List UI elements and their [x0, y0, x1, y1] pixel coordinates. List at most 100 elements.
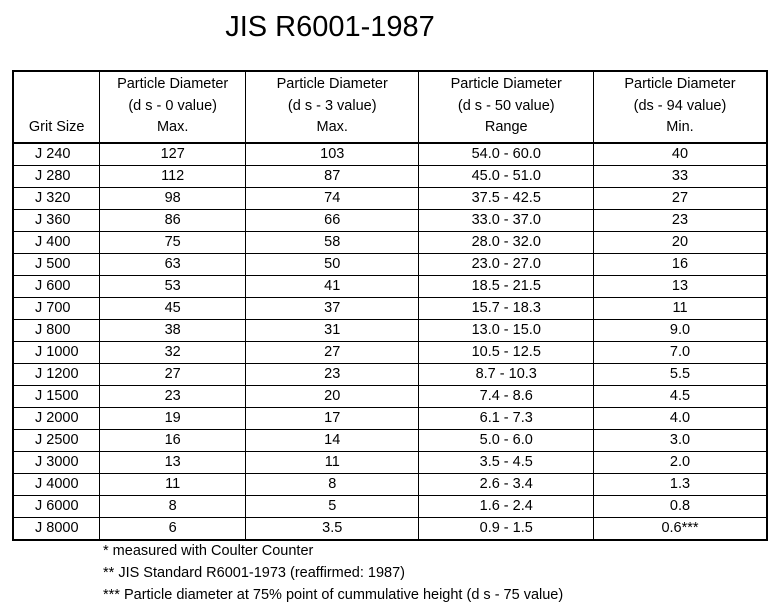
table-cell: 27 [99, 362, 246, 386]
header-line: Min. [666, 119, 694, 135]
table-cell: 28.0 - 32.0 [418, 230, 594, 254]
header-line: Max. [156, 119, 189, 135]
table-cell: 2.0 [592, 450, 768, 474]
table-row: J 3000 13 11 3.5 - 4.5 2.0 [12, 450, 768, 474]
table-cell: 0.9 - 1.5 [418, 516, 594, 540]
table-row: J 360 86 66 33.0 - 37.0 23 [12, 208, 768, 232]
grit-size-cell: J 600 [12, 274, 101, 298]
grit-size-cell: J 500 [12, 252, 101, 276]
table-cell: 15.7 - 18.3 [418, 296, 594, 320]
header-line: (d s - 50 value) [457, 97, 555, 114]
header-line: Particle Diameter [117, 76, 229, 92]
grit-size-cell: J 2000 [12, 406, 101, 430]
table-row: J 500 63 50 23.0 - 27.0 16 [12, 252, 768, 276]
footnote: ** JIS Standard R6001-1973 (reaffirmed: … [103, 565, 405, 581]
table-cell: 5.0 - 6.0 [418, 428, 594, 452]
table-cell: 4.0 [592, 406, 768, 430]
table-cell: 13 [99, 450, 246, 474]
header-line [14, 96, 99, 118]
footnote: * measured with Coulter Counter [103, 543, 314, 559]
table-cell: 53 [99, 274, 246, 298]
header-line: Range [484, 119, 528, 135]
table-cell: 2.6 - 3.4 [418, 472, 594, 496]
table-cell: 86 [99, 208, 246, 232]
table-cell: 41 [244, 274, 420, 298]
grit-size-cell: J 6000 [12, 494, 101, 518]
column-header-particle-diameter: Particle Diameter (ds - 94 value) Min. [592, 70, 768, 143]
table-cell: 11 [99, 472, 246, 496]
table-row: J 1200 27 23 8.7 - 10.3 5.5 [12, 362, 768, 386]
grit-size-cell: J 800 [12, 318, 101, 342]
grit-size-cell: J 400 [12, 230, 101, 254]
grit-size-cell: J 1500 [12, 384, 101, 408]
table-cell: 10.5 - 12.5 [418, 340, 594, 364]
table-row: J 240 127 103 54.0 - 60.0 40 [12, 142, 768, 166]
grit-size-cell: J 1000 [12, 340, 101, 364]
grit-size-cell: J 1200 [12, 362, 101, 386]
table-cell: 74 [244, 186, 420, 210]
footnote: *** Particle diameter at 75% point of cu… [103, 587, 564, 603]
table-cell: 20 [592, 230, 768, 254]
table-cell: 23 [592, 208, 768, 232]
grit-size-table: Grit Size Particle Diameter (d s - 0 value… [12, 70, 768, 541]
table-cell: 45 [99, 296, 246, 320]
table-cell: 32 [99, 340, 246, 364]
table-cell: 38 [99, 318, 246, 342]
table-cell: 6.1 - 7.3 [418, 406, 594, 430]
table-cell: 19 [99, 406, 246, 430]
table-cell: 75 [99, 230, 246, 254]
grit-size-cell: J 8000 [12, 516, 101, 540]
table-row: J 2000 19 17 6.1 - 7.3 4.0 [12, 406, 768, 430]
header-line: (d s - 3 value) [287, 97, 377, 114]
table-cell: 16 [99, 428, 246, 452]
grit-size-cell: J 2500 [12, 428, 101, 452]
table-row: J 1500 23 20 7.4 - 8.6 4.5 [12, 384, 768, 408]
header-line: Particle Diameter [450, 76, 562, 92]
table-cell: 54.0 - 60.0 [418, 142, 594, 166]
header-line: Grit Size [28, 119, 85, 135]
page-title: JIS R6001-1987 [225, 11, 435, 43]
grit-size-cell: J 320 [12, 186, 101, 210]
table-cell: 31 [244, 318, 420, 342]
table-cell: 11 [244, 450, 420, 474]
table-cell: 27 [244, 340, 420, 364]
grit-size-cell: J 360 [12, 208, 101, 232]
table-cell: 37.5 - 42.5 [418, 186, 594, 210]
table-cell: 3.0 [592, 428, 768, 452]
table-cell: 23 [99, 384, 246, 408]
header-line: (d s - 0 value) [128, 97, 217, 114]
header-line: Particle Diameter [276, 76, 388, 92]
table-row: J 400 75 58 28.0 - 32.0 20 [12, 230, 768, 254]
table-row: J 320 98 74 37.5 - 42.5 27 [12, 186, 768, 210]
table-row: J 280 112 87 45.0 - 51.0 33 [12, 164, 768, 188]
table-cell: 17 [244, 406, 420, 430]
table-cell: 7.4 - 8.6 [418, 384, 594, 408]
table-cell: 8 [244, 472, 420, 496]
table-cell: 40 [592, 142, 768, 166]
table-cell: 0.8 [592, 494, 768, 518]
table-cell: 1.3 [592, 472, 768, 496]
table-cell: 13.0 - 15.0 [418, 318, 594, 342]
table-cell: 13 [592, 274, 768, 298]
table-cell: 8.7 - 10.3 [418, 362, 594, 386]
header-line [14, 74, 99, 96]
footnotes: * measured with Coulter Counter ** JIS St… [103, 540, 563, 606]
table-row: J 4000 11 8 2.6 - 3.4 1.3 [12, 472, 768, 496]
table-cell: 4.5 [592, 384, 768, 408]
table-cell: 14 [244, 428, 420, 452]
table-row: J 1000 32 27 10.5 - 12.5 7.0 [12, 340, 768, 364]
table-cell: 3.5 [244, 516, 420, 540]
grit-size-cell: J 280 [12, 164, 101, 188]
table-row: J 700 45 37 15.7 - 18.3 11 [12, 296, 768, 320]
table-body: J 240 127 103 54.0 - 60.0 40 J 280 112 87 45.0 -… [12, 142, 768, 540]
table-cell: 45.0 - 51.0 [418, 164, 594, 188]
table-cell: 16 [592, 252, 768, 276]
table-cell: 87 [244, 164, 420, 188]
header-line: Max. [316, 119, 348, 135]
table-cell: 127 [99, 142, 246, 166]
table-cell: 63 [99, 252, 246, 276]
grit-size-cell: J 700 [12, 296, 101, 320]
table-cell: 50 [244, 252, 420, 276]
grit-size-cell: J 240 [12, 142, 101, 166]
table-cell: 1.6 - 2.4 [418, 494, 594, 518]
